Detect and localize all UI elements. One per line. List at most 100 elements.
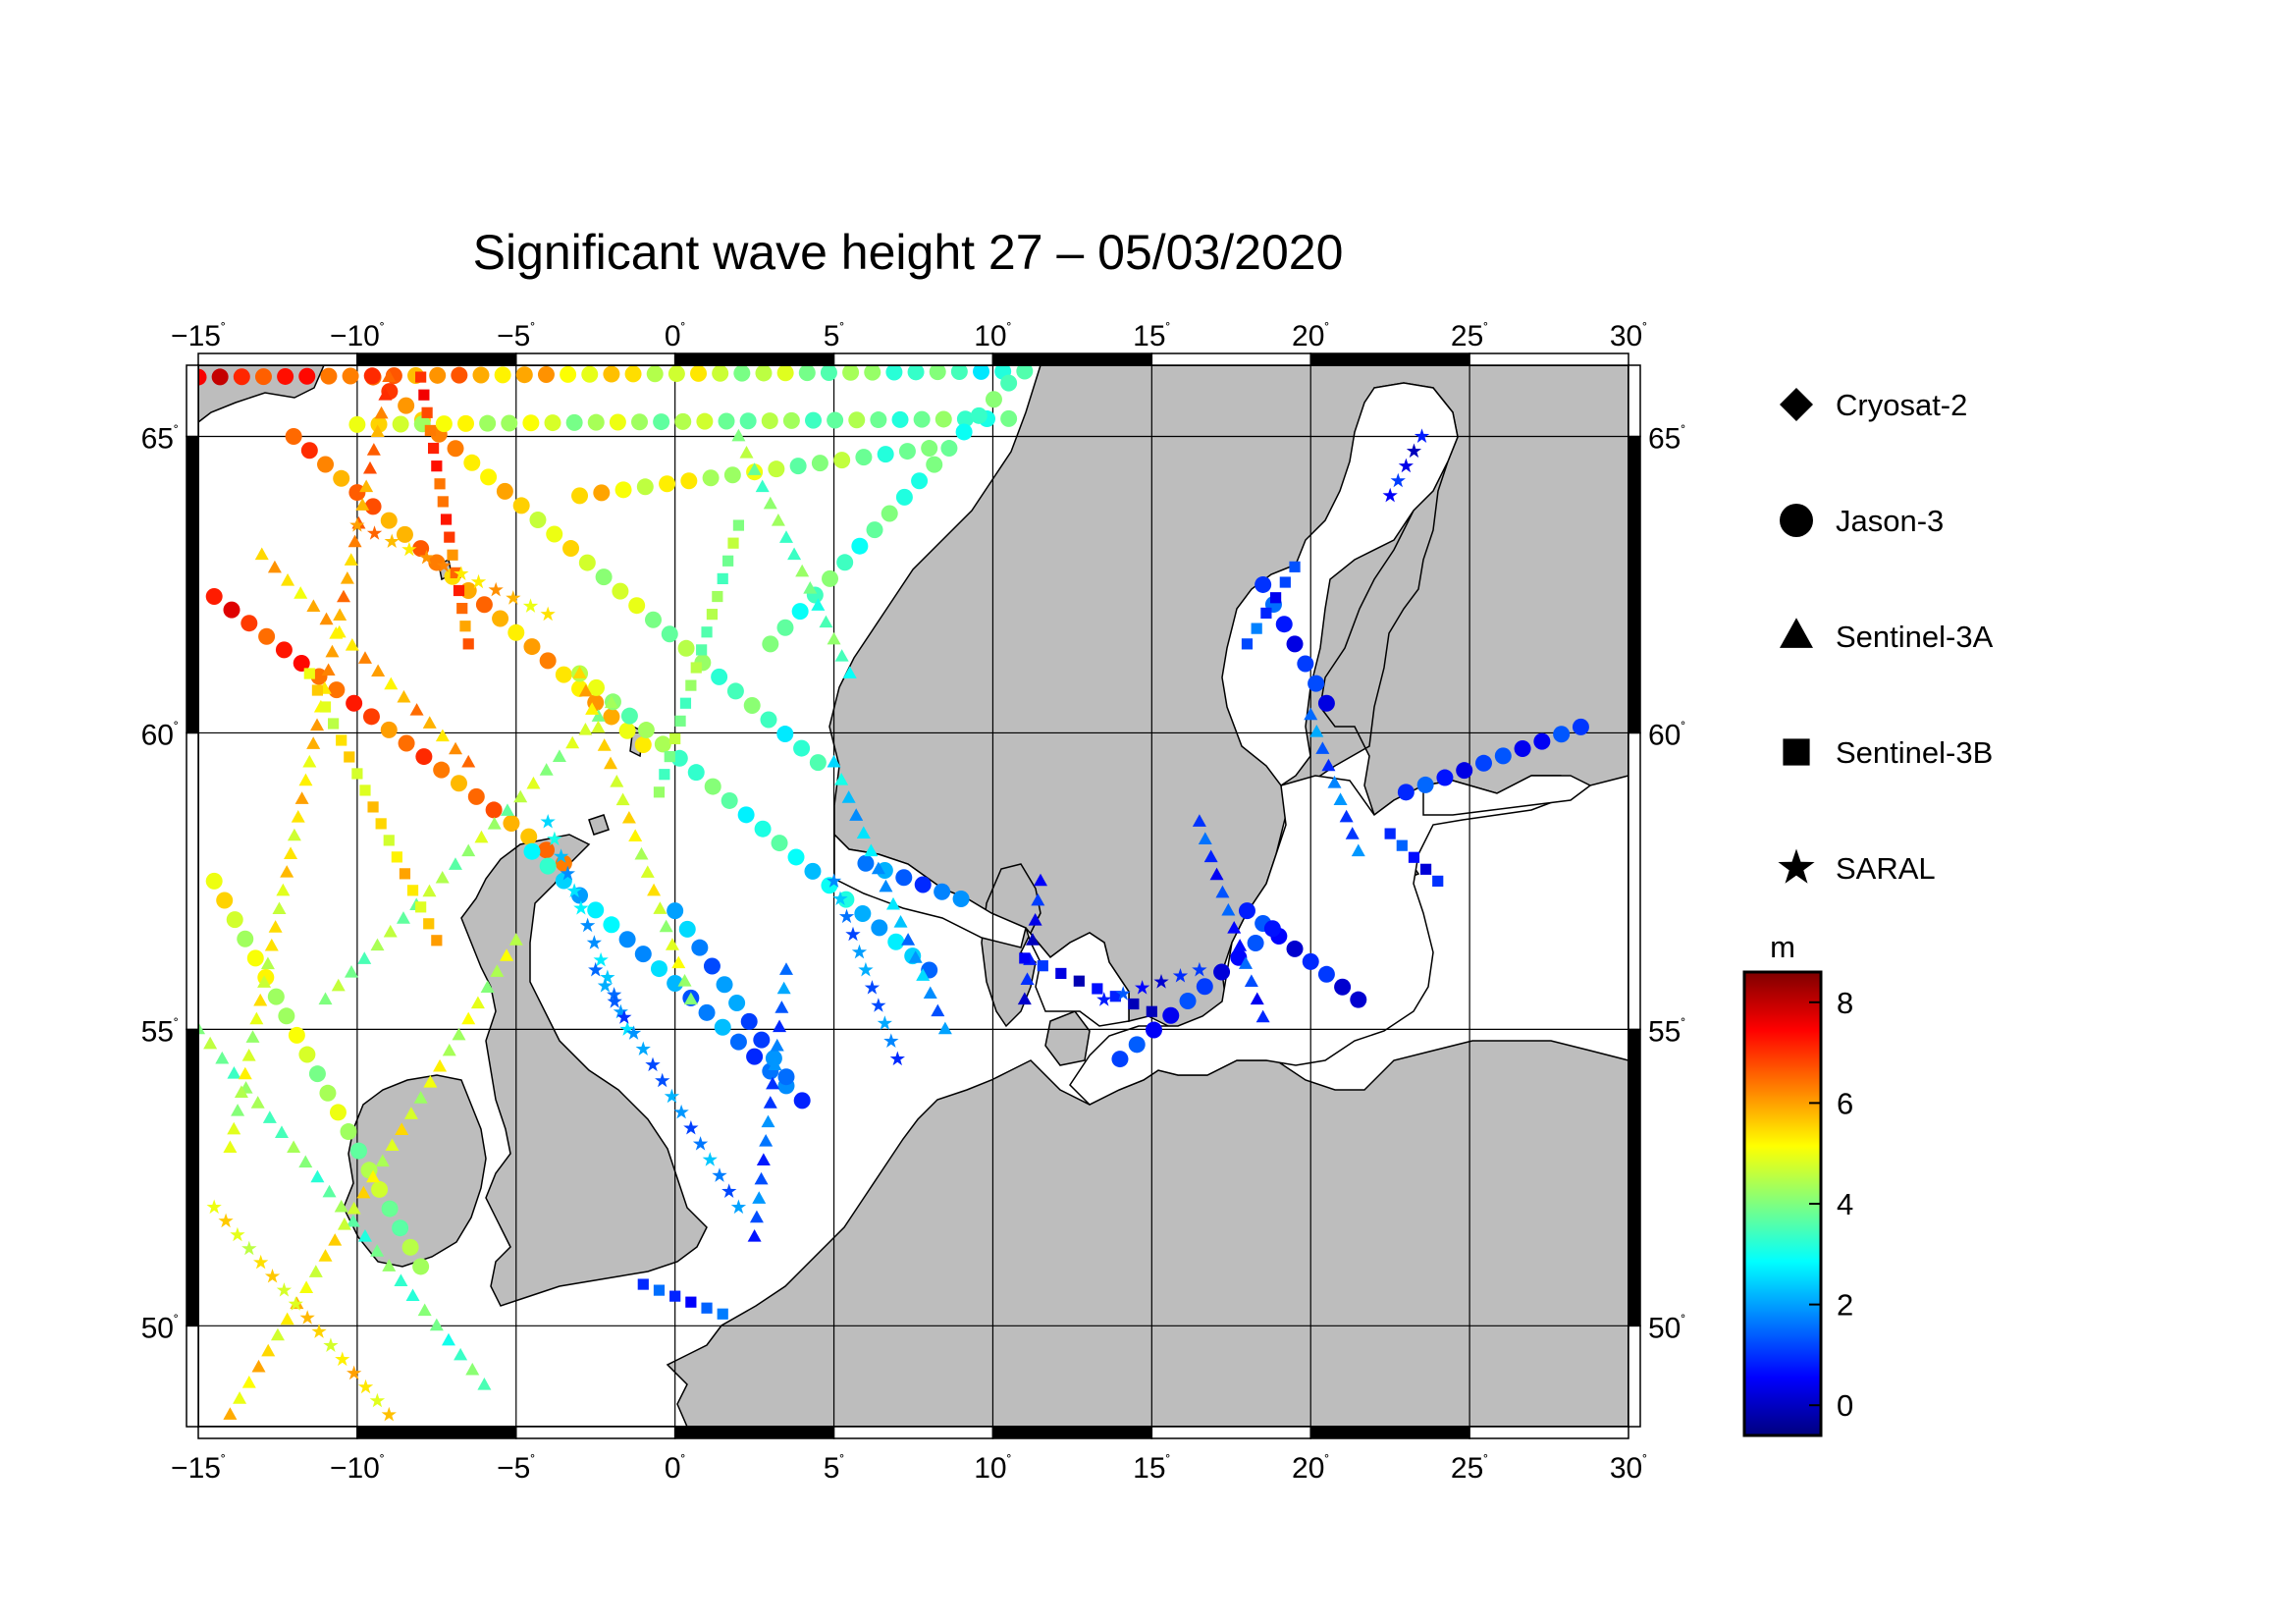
track-point xyxy=(667,902,684,920)
track-point xyxy=(385,1138,400,1152)
track-point xyxy=(1339,809,1354,823)
satellite-track xyxy=(1304,707,1365,857)
track-point xyxy=(328,681,346,699)
track-point xyxy=(597,738,612,751)
track-point xyxy=(609,413,626,431)
track-point xyxy=(337,589,351,603)
track-point xyxy=(262,1110,277,1123)
track-point xyxy=(690,662,702,674)
track-point xyxy=(337,1217,351,1230)
track-point xyxy=(1289,561,1301,572)
track-point xyxy=(422,884,437,897)
track-point xyxy=(653,786,666,798)
track-point xyxy=(848,411,866,429)
track-point xyxy=(436,558,452,572)
track-point xyxy=(587,678,605,696)
satellite-track xyxy=(1382,428,1430,503)
track-point xyxy=(515,366,533,384)
track-point xyxy=(677,974,692,987)
track-point xyxy=(1221,902,1236,916)
track-point xyxy=(729,1033,747,1051)
lat-tick-label-left: 65˚ xyxy=(141,422,179,455)
track-point xyxy=(240,615,258,632)
track-point xyxy=(914,876,932,893)
track-point xyxy=(328,1233,343,1246)
lon-tick-label-top: −10˚ xyxy=(330,320,385,352)
track-point xyxy=(412,1258,430,1275)
track-point xyxy=(350,1142,368,1160)
satellite-track xyxy=(205,872,430,1275)
track-point xyxy=(249,1011,264,1025)
track-point xyxy=(245,1030,260,1043)
track-point xyxy=(1215,885,1230,898)
track-point xyxy=(690,365,708,382)
track-point xyxy=(1334,978,1352,996)
track-point xyxy=(787,547,802,561)
track-point xyxy=(332,624,347,638)
track-point xyxy=(637,722,655,739)
track-point xyxy=(716,976,733,994)
track-point xyxy=(771,514,785,526)
track-point xyxy=(494,366,511,384)
satellite-track xyxy=(198,1021,492,1390)
track-point xyxy=(223,601,240,619)
track-point xyxy=(364,498,382,515)
track-point xyxy=(774,1001,789,1013)
track-point xyxy=(650,960,667,978)
track-point xyxy=(415,371,427,383)
track-point xyxy=(205,872,223,890)
track-point xyxy=(302,754,317,768)
track-point xyxy=(1037,960,1048,972)
lon-tick-label-bottom: 5˚ xyxy=(824,1452,845,1485)
track-point xyxy=(811,598,826,611)
track-point xyxy=(714,1018,731,1036)
track-point xyxy=(776,365,794,382)
track-point xyxy=(461,754,476,768)
track-point xyxy=(737,806,755,824)
track-point xyxy=(280,865,294,878)
track-point xyxy=(712,365,729,382)
track-point xyxy=(462,638,474,650)
track-point xyxy=(1533,732,1551,750)
track-point xyxy=(834,773,849,785)
altimeter-tracks xyxy=(198,365,1589,1422)
track-point xyxy=(475,596,493,614)
track-point xyxy=(743,696,761,714)
track-point xyxy=(723,466,741,484)
track-point xyxy=(253,1254,269,1270)
track-point xyxy=(359,479,374,493)
track-point xyxy=(898,443,916,460)
track-point xyxy=(704,778,721,795)
track-point xyxy=(791,603,809,621)
track-point xyxy=(659,769,670,781)
track-point xyxy=(424,424,436,437)
track-point xyxy=(441,1332,455,1346)
track-point xyxy=(722,555,734,567)
track-point xyxy=(418,549,435,565)
satellite-legend: Cryosat-2 Jason-3 Sentinel-3A Sentinel-3B SA… xyxy=(1778,388,1994,886)
track-point xyxy=(586,935,602,949)
track-point xyxy=(618,931,636,948)
track-point xyxy=(340,1123,357,1141)
frame-band-bottom xyxy=(1309,1426,1470,1439)
track-point xyxy=(396,911,410,924)
track-point xyxy=(793,739,811,757)
lon-tick-label-top: 10˚ xyxy=(974,320,1011,352)
track-point xyxy=(470,573,487,589)
track-point xyxy=(233,368,250,386)
track-point xyxy=(234,1085,248,1098)
track-point xyxy=(1514,740,1531,758)
track-point xyxy=(465,1362,480,1376)
track-point xyxy=(692,1136,709,1151)
lat-tick-label-right: 50˚ xyxy=(1648,1312,1685,1344)
track-point xyxy=(937,1021,952,1035)
track-point xyxy=(929,365,946,381)
track-point xyxy=(678,920,696,938)
track-point xyxy=(1238,956,1253,969)
track-point xyxy=(359,784,371,796)
track-point xyxy=(457,414,475,432)
track-point xyxy=(907,365,925,381)
satellite-track xyxy=(731,428,857,678)
track-point xyxy=(901,933,916,946)
track-point xyxy=(547,831,562,846)
